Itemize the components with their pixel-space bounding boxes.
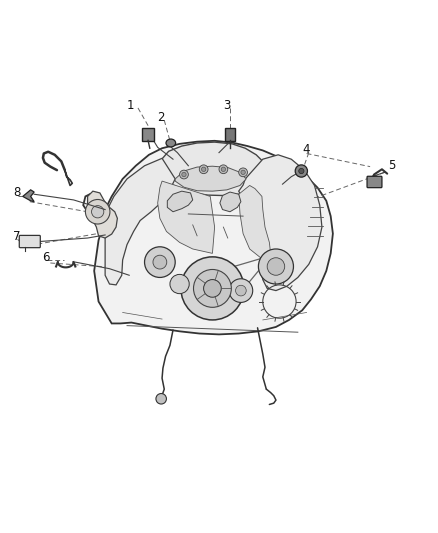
Polygon shape — [220, 192, 241, 212]
Circle shape — [295, 165, 307, 177]
Ellipse shape — [166, 139, 176, 147]
Polygon shape — [239, 185, 272, 262]
Circle shape — [267, 258, 285, 275]
Circle shape — [181, 257, 244, 320]
Circle shape — [194, 270, 231, 308]
Circle shape — [241, 170, 245, 174]
Circle shape — [92, 206, 104, 218]
Circle shape — [199, 165, 208, 174]
Text: 1: 1 — [127, 99, 134, 112]
Text: 3: 3 — [223, 99, 230, 112]
Polygon shape — [88, 191, 117, 238]
Polygon shape — [239, 155, 322, 290]
Circle shape — [239, 168, 247, 177]
Circle shape — [299, 168, 304, 174]
FancyBboxPatch shape — [367, 176, 382, 188]
Text: 7: 7 — [13, 230, 21, 243]
Polygon shape — [23, 190, 34, 201]
Polygon shape — [175, 166, 246, 191]
Circle shape — [182, 172, 186, 177]
Text: 8: 8 — [13, 187, 20, 199]
Circle shape — [229, 279, 253, 302]
Text: 2: 2 — [157, 111, 165, 124]
FancyBboxPatch shape — [225, 128, 235, 141]
Circle shape — [145, 247, 175, 278]
Circle shape — [236, 285, 246, 296]
Polygon shape — [167, 191, 193, 212]
Circle shape — [170, 274, 189, 294]
Text: 6: 6 — [42, 251, 50, 264]
FancyBboxPatch shape — [19, 236, 40, 248]
Circle shape — [153, 255, 167, 269]
Circle shape — [219, 165, 228, 174]
Text: 5: 5 — [389, 159, 396, 172]
FancyBboxPatch shape — [142, 128, 154, 141]
Circle shape — [201, 167, 206, 172]
Polygon shape — [83, 141, 333, 334]
Text: 4: 4 — [302, 143, 310, 156]
Circle shape — [258, 249, 293, 284]
Circle shape — [221, 167, 226, 172]
Polygon shape — [105, 158, 175, 285]
Circle shape — [180, 170, 188, 179]
Circle shape — [156, 393, 166, 404]
Circle shape — [204, 280, 221, 297]
Polygon shape — [158, 181, 215, 253]
Polygon shape — [153, 142, 269, 196]
Circle shape — [85, 199, 110, 224]
